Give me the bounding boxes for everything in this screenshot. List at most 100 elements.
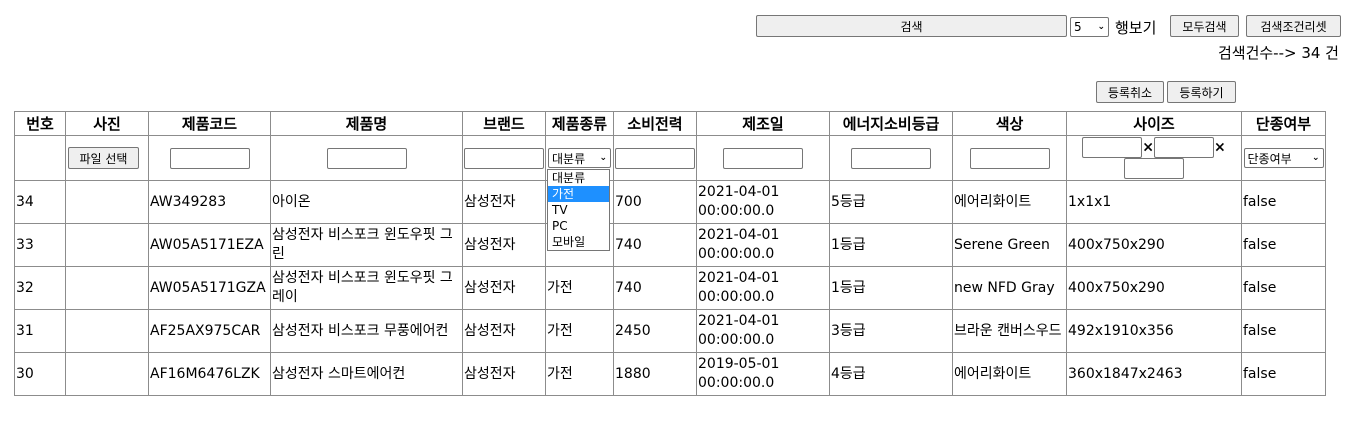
cell-power: 1880 — [613, 352, 697, 396]
date-filter-input[interactable] — [723, 147, 803, 169]
header-discontinued: 단종여부 — [1241, 111, 1326, 136]
cell-discontinued: false — [1241, 180, 1326, 224]
cell-color: Serene Green — [952, 223, 1067, 267]
cell-name: 아이온 — [270, 180, 463, 224]
dropdown-option[interactable]: 모바일 — [552, 235, 586, 249]
cell-brand: 삼성전자 — [462, 180, 546, 224]
cell-photo — [65, 266, 149, 310]
cell-discontinued: false — [1241, 223, 1326, 267]
cell-code: AF16M6476LZK — [148, 352, 271, 396]
cell-category: 가전 — [545, 352, 614, 396]
rows-per-page-value: 5 — [1074, 20, 1082, 34]
filter-energy-cell — [829, 135, 953, 181]
cell-no: 33 — [14, 223, 66, 267]
table-row: 33 AW05A5171EZA 삼성전자 비스포크 윈도우핏 그린 삼성전자 7… — [14, 223, 1326, 267]
category-select[interactable]: 대분류 ⌄ — [548, 148, 611, 168]
dropdown-option[interactable]: TV — [552, 203, 568, 217]
cell-discontinued: false — [1241, 352, 1326, 396]
cell-name: 삼성전자 비스포크 무풍에어컨 — [270, 309, 463, 353]
brand-filter-input[interactable] — [464, 147, 544, 169]
cell-brand: 삼성전자 — [462, 352, 546, 396]
cell-date: 2021-04-01 00:00:00.0 — [696, 180, 830, 224]
filter-photo-cell: 파일 선택 — [65, 135, 149, 181]
cell-name: 삼성전자 비스포크 윈도우핏 그레이 — [270, 266, 463, 310]
register-button[interactable]: 등록하기 — [1167, 81, 1236, 103]
cell-code: AW05A5171GZA — [148, 266, 271, 310]
header-size: 사이즈 — [1066, 111, 1242, 136]
header-brand: 브랜드 — [462, 111, 546, 136]
filter-size-cell: × × — [1066, 135, 1242, 181]
cell-energy: 1등급 — [829, 266, 953, 310]
cell-photo — [65, 223, 149, 267]
cell-energy: 5등급 — [829, 180, 953, 224]
cell-energy: 1등급 — [829, 223, 953, 267]
header-no: 번호 — [14, 111, 66, 136]
search-button[interactable]: 검색 — [756, 15, 1067, 37]
cell-brand: 삼성전자 — [462, 309, 546, 353]
filter-power-cell — [613, 135, 697, 181]
table-row: 32 AW05A5171GZA 삼성전자 비스포크 윈도우핏 그레이 삼성전자 … — [14, 266, 1326, 310]
size-depth-input[interactable] — [1124, 158, 1184, 179]
chevron-down-icon: ⌄ — [1097, 22, 1105, 32]
cell-category: 가전 — [545, 266, 614, 310]
cell-category: 가전 — [545, 309, 614, 353]
chevron-down-icon: ⌄ — [1311, 153, 1320, 163]
filter-name-cell — [270, 135, 463, 181]
reset-search-button[interactable]: 검색조건리셋 — [1246, 15, 1341, 37]
dropdown-option-highlighted[interactable]: 가전 — [548, 186, 609, 202]
cell-no: 30 — [14, 352, 66, 396]
cell-size: 400x750x290 — [1066, 223, 1242, 267]
cell-no: 32 — [14, 266, 66, 310]
filter-brand-cell — [462, 135, 546, 181]
filter-code-cell — [148, 135, 271, 181]
cell-power: 2450 — [613, 309, 697, 353]
cell-size: 360x1847x2463 — [1066, 352, 1242, 396]
cancel-register-button[interactable]: 등록취소 — [1096, 81, 1164, 103]
header-date: 제조일 — [696, 111, 830, 136]
category-dropdown-list: 대분류 가전 TV PC 모바일 — [547, 169, 610, 251]
filter-discontinued-cell: 단종여부 ⌄ — [1241, 135, 1326, 181]
chevron-down-icon: ⌄ — [599, 153, 607, 163]
dropdown-option[interactable]: 대분류 — [552, 171, 586, 185]
size-height-input[interactable] — [1154, 137, 1214, 158]
discontinued-select[interactable]: 단종여부 ⌄ — [1243, 148, 1324, 168]
header-power: 소비전력 — [613, 111, 697, 136]
cell-power: 740 — [613, 223, 697, 267]
cell-energy: 3등급 — [829, 309, 953, 353]
cell-brand: 삼성전자 — [462, 266, 546, 310]
cell-size: 400x750x290 — [1066, 266, 1242, 310]
header-color: 색상 — [952, 111, 1067, 136]
size-separator: × — [1214, 139, 1226, 156]
cell-brand: 삼성전자 — [462, 223, 546, 267]
cell-color: 에어리화이트 — [952, 352, 1067, 396]
file-select-button[interactable]: 파일 선택 — [68, 147, 139, 169]
table-row: 34 AW349283 아이온 삼성전자 700 2021-04-01 00:0… — [14, 180, 1326, 224]
cell-code: AF25AX975CAR — [148, 309, 271, 353]
size-width-input[interactable] — [1082, 137, 1143, 158]
cell-code: AW05A5171EZA — [148, 223, 271, 267]
header-energy: 에너지소비등급 — [829, 111, 953, 136]
cell-power: 700 — [613, 180, 697, 224]
cell-code: AW349283 — [148, 180, 271, 224]
cell-photo — [65, 352, 149, 396]
cell-date: 2021-04-01 00:00:00.0 — [696, 223, 830, 267]
color-filter-input[interactable] — [969, 147, 1050, 169]
search-all-button[interactable]: 모두검색 — [1170, 15, 1239, 37]
power-filter-input[interactable] — [615, 147, 695, 169]
name-filter-input[interactable] — [326, 147, 407, 169]
discontinued-select-value: 단종여부 — [1247, 151, 1292, 166]
cell-date: 2021-04-01 00:00:00.0 — [696, 266, 830, 310]
code-filter-input[interactable] — [169, 147, 250, 169]
cell-discontinued: false — [1241, 266, 1326, 310]
filter-no-cell — [14, 135, 66, 181]
cell-photo — [65, 309, 149, 353]
cell-color: new NFD Gray — [952, 266, 1067, 310]
cell-photo — [65, 180, 149, 224]
filter-row: 파일 선택 대분류 ⌄ × × 단종여부 ⌄ — [14, 135, 1326, 181]
size-separator: × — [1142, 139, 1154, 156]
cell-power: 740 — [613, 266, 697, 310]
energy-filter-input[interactable] — [851, 147, 931, 169]
rows-per-page-select[interactable]: 5 ⌄ — [1070, 17, 1109, 37]
cell-size: 492x1910x356 — [1066, 309, 1242, 353]
dropdown-option[interactable]: PC — [552, 219, 568, 233]
